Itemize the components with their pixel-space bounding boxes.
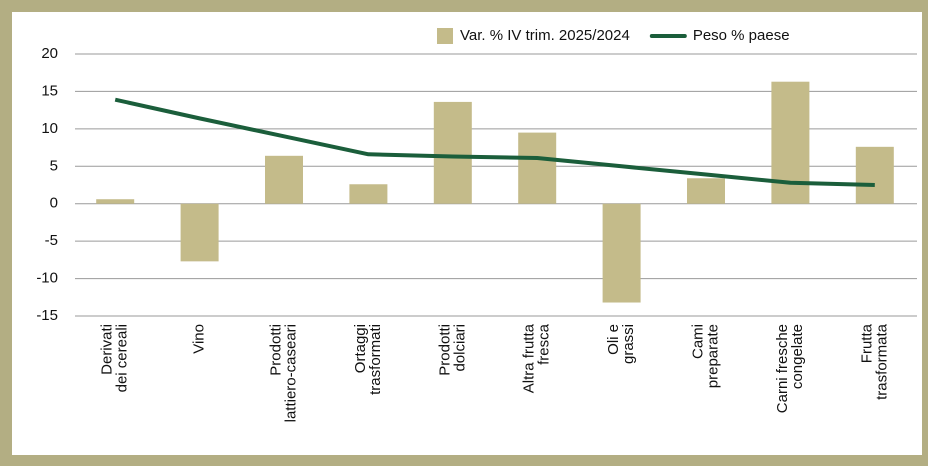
y-tick-label: 15 bbox=[41, 82, 58, 99]
bar bbox=[349, 184, 388, 204]
bar bbox=[518, 132, 557, 204]
line bbox=[114, 97, 875, 187]
x-tick-label: Fruttatrasformata bbox=[858, 323, 890, 400]
y-tick-label: 0 bbox=[50, 195, 58, 212]
x-tick-label: Vino bbox=[191, 324, 208, 354]
x-tick-label: Camipreparate bbox=[689, 324, 721, 388]
legend-swatch bbox=[437, 28, 453, 44]
bar bbox=[855, 146, 894, 204]
plot-background bbox=[12, 12, 922, 455]
x-tick-label: Carni freschecongelate bbox=[774, 324, 806, 413]
bar bbox=[687, 178, 725, 204]
x-tick-label: Prodottidolciari bbox=[436, 324, 468, 376]
x-tick-label: Oli egrassi bbox=[605, 324, 637, 364]
bar bbox=[433, 101, 472, 204]
x-tick-label: Prodottilattiero-caseari bbox=[267, 324, 299, 422]
y-tick-label: 10 bbox=[41, 120, 58, 137]
legend-label: Var. % IV trim. 2025/2024 bbox=[460, 27, 630, 44]
x-tick-label: Altra fruttafresca bbox=[521, 323, 553, 393]
bar bbox=[265, 155, 303, 204]
bar bbox=[180, 203, 219, 262]
legend-label: Peso % paese bbox=[693, 27, 790, 44]
x-tick-label: Derivatidei cereali bbox=[99, 324, 131, 392]
bar bbox=[602, 203, 641, 303]
y-tick-label: 5 bbox=[50, 157, 58, 174]
x-tick-label: Ortaggitrasformati bbox=[352, 324, 384, 395]
bar bbox=[771, 81, 810, 204]
y-tick-label: -10 bbox=[36, 270, 58, 287]
y-tick-label: 20 bbox=[41, 45, 58, 62]
y-tick-label: -5 bbox=[45, 232, 58, 249]
bar bbox=[96, 199, 135, 204]
y-tick-label: -15 bbox=[36, 307, 58, 324]
